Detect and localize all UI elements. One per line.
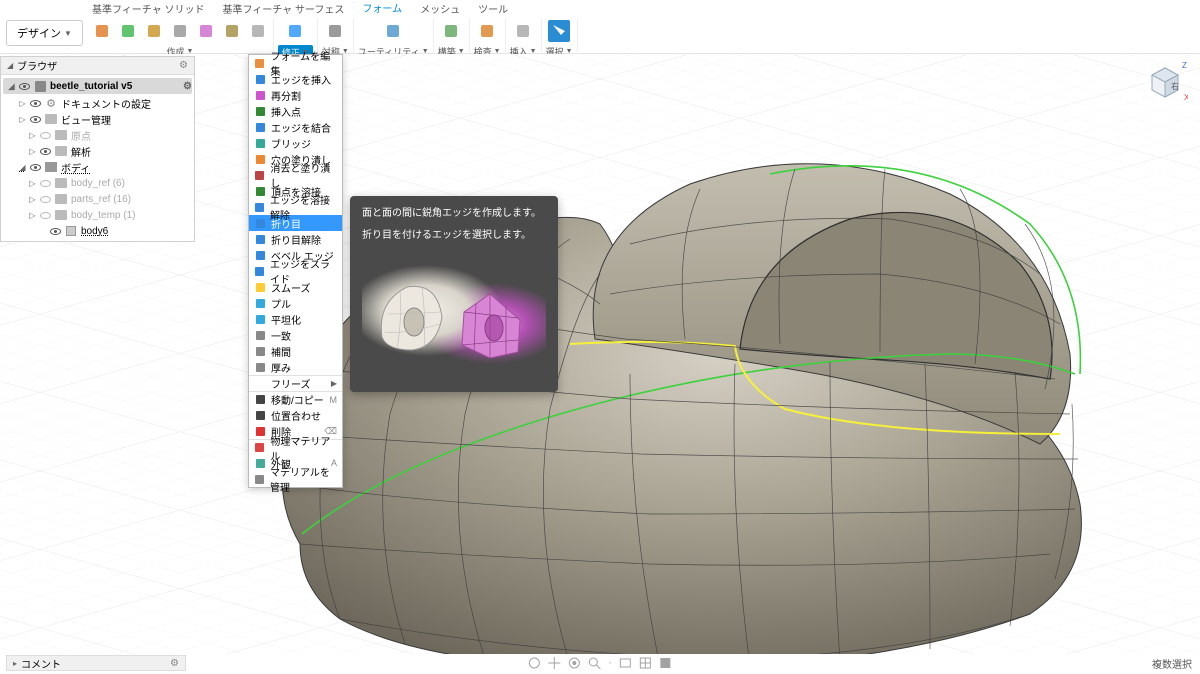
browser-panel: ◢ ブラウザ ⚙ ◢beetle_tutorial v5⚙▷⚙ドキュメントの設定… xyxy=(0,56,195,242)
tree-item[interactable]: ▷parts_ref (16) xyxy=(1,191,194,207)
menu-item[interactable]: 折り目⋮ xyxy=(249,215,342,231)
status-text: 複数選択 xyxy=(1152,656,1192,671)
zoom-icon[interactable] xyxy=(587,656,601,670)
menu-tab[interactable]: 基準フィーチャ ソリッド xyxy=(90,0,206,17)
design-workspace-button[interactable]: デザイン ▼ xyxy=(6,20,83,46)
tree-item[interactable]: ▷解析 xyxy=(1,143,194,159)
look-icon[interactable] xyxy=(567,656,581,670)
browser-header[interactable]: ◢ ブラウザ ⚙ xyxy=(1,57,194,75)
viewport-icon[interactable] xyxy=(659,656,673,670)
viewcube[interactable]: 右 Z X xyxy=(1142,60,1188,106)
ribbon-tool-icon[interactable] xyxy=(221,20,243,42)
ribbon-tool-icon[interactable] xyxy=(548,20,570,42)
ribbon-tool-icon[interactable] xyxy=(247,20,269,42)
menu-item[interactable]: プル xyxy=(249,295,342,311)
menu-item[interactable]: 補間 xyxy=(249,343,342,359)
navigation-toolbar: · xyxy=(527,655,672,671)
expand-icon: ▸ xyxy=(13,659,17,668)
menu-tabs: 基準フィーチャ ソリッド基準フィーチャ サーフェスフォームメッシュツール xyxy=(0,0,1200,16)
menu-item[interactable]: エッジを挿入 xyxy=(249,71,342,87)
settings-icon[interactable]: ⚙ xyxy=(170,658,179,669)
menu-item[interactable]: 物理マテリアル xyxy=(249,439,342,455)
menu-item[interactable]: マテリアルを管理 xyxy=(249,471,342,487)
tree-item[interactable]: ◢ボディ xyxy=(1,159,194,175)
crease-tooltip: 面と面の間に鋭角エッジを作成します。 折り目を付けるエッジを選択します。 xyxy=(350,196,558,392)
browser-title: ブラウザ xyxy=(17,58,175,73)
menu-item[interactable]: 位置合わせ xyxy=(249,407,342,423)
collapse-icon: ◢ xyxy=(7,61,13,70)
menu-item[interactable]: エッジを溶接解除 xyxy=(249,199,342,215)
menu-item[interactable]: エッジを結合 xyxy=(249,119,342,135)
settings-icon[interactable]: ⚙ xyxy=(179,60,188,71)
modify-dropdown-menu: フォームを編集エッジを挿入再分割挿入点エッジを結合ブリッジ穴の塗り潰し消去と塗り… xyxy=(248,54,343,488)
menu-tab[interactable]: メッシュ xyxy=(418,0,462,17)
design-button-label: デザイン xyxy=(17,25,61,41)
tooltip-line2: 折り目を付けるエッジを選択します。 xyxy=(362,228,546,244)
comment-label: コメント xyxy=(21,656,61,671)
menu-item[interactable]: エッジをスライド xyxy=(249,263,342,279)
ribbon-tool-icon[interactable] xyxy=(195,20,217,42)
menu-tab[interactable]: フォーム xyxy=(360,0,404,18)
tooltip-preview-image xyxy=(362,252,546,382)
tooltip-line1: 面と面の間に鋭角エッジを作成します。 xyxy=(362,206,546,222)
svg-text:右: 右 xyxy=(1171,81,1179,91)
orbit-icon[interactable] xyxy=(527,656,541,670)
menu-item[interactable]: 一致 xyxy=(249,327,342,343)
ribbon-tool-icon[interactable] xyxy=(143,20,165,42)
ribbon-tool-icon[interactable] xyxy=(117,20,139,42)
menu-item[interactable]: 折り目解除 xyxy=(249,231,342,247)
tree-item[interactable]: ▷ビュー管理 xyxy=(1,111,194,127)
ribbon-tool-icon[interactable] xyxy=(512,20,534,42)
ribbon-tool-icon[interactable] xyxy=(91,20,113,42)
menu-item[interactable]: フォームを編集 xyxy=(249,55,342,71)
pan-icon[interactable] xyxy=(547,656,561,670)
grid-icon[interactable] xyxy=(639,656,653,670)
menu-item[interactable]: 挿入点 xyxy=(249,103,342,119)
tree-item[interactable]: ▷原点 xyxy=(1,127,194,143)
menu-tab[interactable]: 基準フィーチャ サーフェス xyxy=(220,0,346,17)
toolbar-ribbon: デザイン ▼ 作成▼修正▼対称▼ユーティリティ▼構築▼検査▼挿入▼選択▼ xyxy=(0,16,1200,54)
tree-item[interactable]: ▷body_ref (6) xyxy=(1,175,194,191)
tree-file-root[interactable]: ◢beetle_tutorial v5⚙ xyxy=(3,78,192,94)
menu-item[interactable]: 平坦化 xyxy=(249,311,342,327)
ribbon-tool-icon[interactable] xyxy=(382,20,404,42)
menu-item[interactable]: 再分割 xyxy=(249,87,342,103)
chevron-down-icon: ▼ xyxy=(64,29,72,38)
ribbon-tool-icon[interactable] xyxy=(169,20,191,42)
menu-item[interactable]: 厚み xyxy=(249,359,342,375)
comment-bar[interactable]: ▸ コメント ⚙ xyxy=(6,655,186,671)
menu-item[interactable]: フリーズ▶ xyxy=(249,375,342,391)
display-icon[interactable] xyxy=(619,656,633,670)
menu-item[interactable]: ブリッジ xyxy=(249,135,342,151)
browser-tree: ◢beetle_tutorial v5⚙▷⚙ドキュメントの設定▷ビュー管理▷原点… xyxy=(1,75,194,241)
svg-text:X: X xyxy=(1184,93,1188,102)
menu-tab[interactable]: ツール xyxy=(476,0,510,17)
ribbon-tool-icon[interactable] xyxy=(440,20,462,42)
tree-item[interactable]: body6 xyxy=(1,223,194,239)
menu-item[interactable]: 消去と塗り潰し xyxy=(249,167,342,183)
menu-item[interactable]: 移動/コピーM xyxy=(249,391,342,407)
tree-item[interactable]: ▷body_temp (1) xyxy=(1,207,194,223)
ribbon-tool-icon[interactable] xyxy=(324,20,346,42)
ribbon-tool-icon[interactable] xyxy=(476,20,498,42)
tree-item[interactable]: ▷⚙ドキュメントの設定 xyxy=(1,95,194,111)
svg-text:Z: Z xyxy=(1182,61,1187,70)
ribbon-tool-icon[interactable] xyxy=(284,20,306,42)
